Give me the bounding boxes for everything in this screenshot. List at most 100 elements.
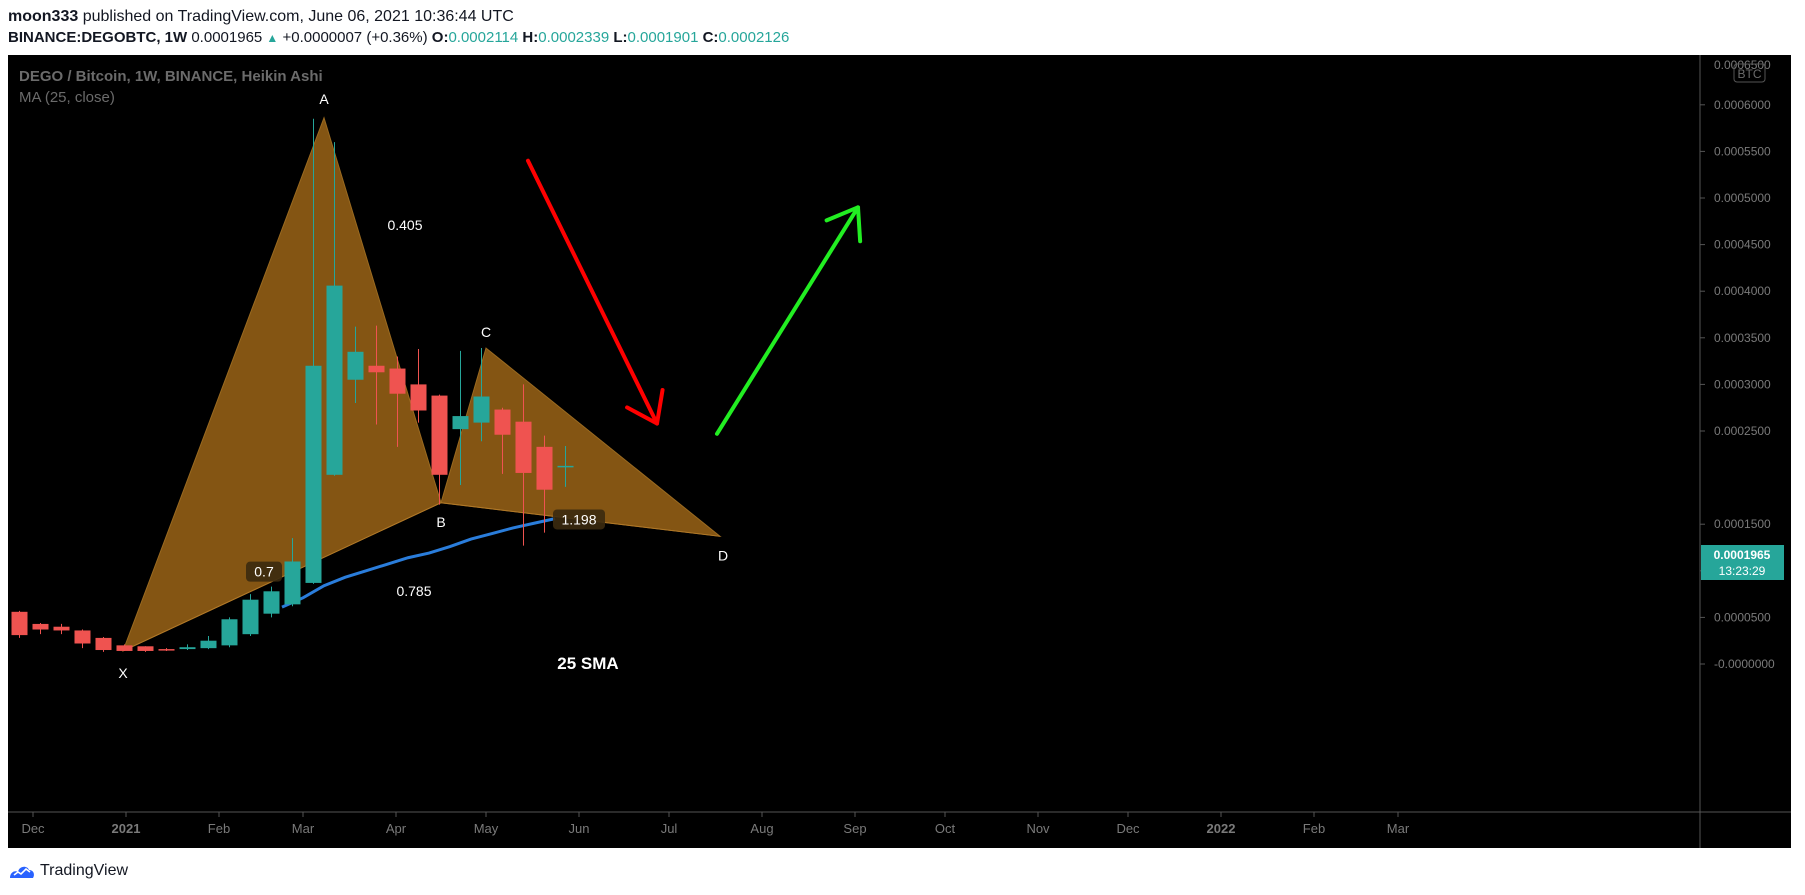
candle-body bbox=[515, 421, 532, 473]
currency-badge: BTC bbox=[1738, 67, 1762, 81]
green-up-arrow bbox=[715, 205, 863, 436]
sma-label: 25 SMA bbox=[557, 654, 618, 673]
candle-body bbox=[179, 647, 196, 650]
price-tick-label: 0.0001500 bbox=[1714, 517, 1771, 531]
tradingview-logo-icon bbox=[10, 866, 34, 878]
author-name[interactable]: moon333 bbox=[8, 8, 79, 25]
candle bbox=[284, 538, 301, 607]
candle-body bbox=[221, 619, 238, 646]
time-tick-label: 2022 bbox=[1207, 821, 1236, 836]
candle-body bbox=[32, 623, 49, 630]
pattern-point-label: B bbox=[436, 514, 445, 530]
candle-body bbox=[74, 630, 91, 644]
time-tick-label: Dec bbox=[21, 821, 45, 836]
price-tick-label: 0.0003500 bbox=[1714, 331, 1771, 345]
price-tick-label: 0.0005500 bbox=[1714, 144, 1771, 158]
symbol-label: BINANCE:DEGOBTC, 1W bbox=[8, 29, 188, 46]
close-label: C: bbox=[702, 29, 719, 46]
time-tick-label: Aug bbox=[750, 821, 773, 836]
time-tick-label: Oct bbox=[935, 821, 956, 836]
candle-body bbox=[410, 384, 427, 411]
red-down-arrow bbox=[526, 158, 665, 426]
candle bbox=[242, 594, 259, 637]
chart-header: moon333 published on TradingView.com, Ju… bbox=[8, 6, 789, 49]
time-tick-label: Sep bbox=[843, 821, 866, 836]
price-tick-label: 0.0004500 bbox=[1714, 238, 1771, 252]
candle-body bbox=[11, 611, 28, 636]
ma-line-layer bbox=[281, 517, 556, 609]
candle-body bbox=[116, 645, 133, 651]
candle bbox=[116, 644, 133, 651]
price-tick-label: -0.0000000 bbox=[1714, 657, 1775, 671]
time-tick-label: Nov bbox=[1026, 821, 1050, 836]
time-tick-label: May bbox=[474, 821, 499, 836]
candle bbox=[53, 623, 70, 635]
chart-title: DEGO / Bitcoin, 1W, BINANCE, Heikin Ashi bbox=[19, 68, 323, 85]
green-up-arrow-head bbox=[824, 205, 863, 244]
candle bbox=[74, 629, 91, 649]
ratio-label: 0.405 bbox=[387, 217, 422, 233]
price-tick-label: 0.0000500 bbox=[1714, 610, 1771, 624]
time-tick-label: Apr bbox=[386, 821, 407, 836]
candle bbox=[179, 644, 196, 651]
time-tick-label: 2021 bbox=[112, 821, 141, 836]
candle bbox=[263, 586, 280, 618]
footer-brand[interactable]: TradingView bbox=[8, 862, 128, 880]
low-value: 0.0001901 bbox=[627, 29, 699, 46]
candle bbox=[137, 646, 154, 652]
last-price-tag bbox=[1701, 545, 1784, 580]
low-label: L: bbox=[613, 29, 628, 46]
price-tick-label: 0.0006000 bbox=[1714, 98, 1771, 112]
ratio-label-box bbox=[246, 561, 282, 582]
candle-body bbox=[368, 365, 385, 373]
candle bbox=[221, 617, 238, 648]
candle-body bbox=[284, 561, 301, 605]
high-label: H: bbox=[522, 29, 539, 46]
published-text: published on TradingView.com, June 06, 2… bbox=[82, 8, 514, 25]
time-axis[interactable]: Dec 2021 Feb Mar Apr May Jun Jul Aug Sep Oct Nov Dec… bbox=[21, 812, 1410, 836]
candle-body bbox=[452, 416, 469, 430]
candle-body bbox=[494, 409, 511, 435]
annotation-layer: 0.405 0.7 0.785 1.198 25 SMA bbox=[246, 217, 619, 673]
candle bbox=[305, 118, 322, 584]
price-tick-label: 0.0003000 bbox=[1714, 377, 1771, 391]
ma-25-line bbox=[281, 517, 556, 609]
candle-body bbox=[53, 626, 70, 631]
price-change: +0.0000007 (+0.36%) bbox=[282, 29, 428, 46]
last-price: 0.0001965 bbox=[191, 29, 263, 46]
high-value: 0.0002339 bbox=[538, 29, 610, 46]
candle-body bbox=[242, 599, 259, 635]
tradingview-brand: TradingView bbox=[40, 862, 129, 879]
price-tick-label: 0.0006500 bbox=[1714, 58, 1771, 72]
green-up-arrow-shaft bbox=[715, 205, 860, 436]
ratio-label: 1.198 bbox=[561, 511, 596, 527]
ratio-label: 0.785 bbox=[396, 583, 431, 599]
candle-body bbox=[137, 646, 154, 651]
candles-layer bbox=[11, 118, 574, 652]
candle bbox=[515, 384, 532, 546]
candle bbox=[452, 350, 469, 486]
time-tick-label: Dec bbox=[1116, 821, 1140, 836]
price-tick-label: 0.0005000 bbox=[1714, 191, 1771, 205]
candle bbox=[473, 348, 490, 442]
red-down-arrow-head bbox=[625, 387, 665, 426]
candle-body bbox=[200, 640, 217, 649]
candle bbox=[95, 636, 112, 652]
candle bbox=[326, 142, 343, 476]
time-tick-label: Feb bbox=[208, 821, 230, 836]
candle-body bbox=[95, 637, 112, 651]
close-value: 0.0002126 bbox=[718, 29, 790, 46]
red-down-arrow-shaft bbox=[526, 158, 659, 426]
bar-countdown: 13:23:29 bbox=[1719, 564, 1766, 578]
candle bbox=[347, 326, 364, 404]
pattern-point-label: C bbox=[481, 324, 491, 340]
indicator-legend[interactable]: MA (25, close) bbox=[19, 89, 115, 106]
candle-body bbox=[473, 396, 490, 423]
candle-body bbox=[305, 365, 322, 583]
candle-body bbox=[158, 649, 175, 651]
candle bbox=[368, 325, 385, 425]
pattern-point-label: X bbox=[118, 665, 128, 681]
ratio-label-box bbox=[553, 509, 605, 530]
time-tick-label: Jun bbox=[569, 821, 590, 836]
